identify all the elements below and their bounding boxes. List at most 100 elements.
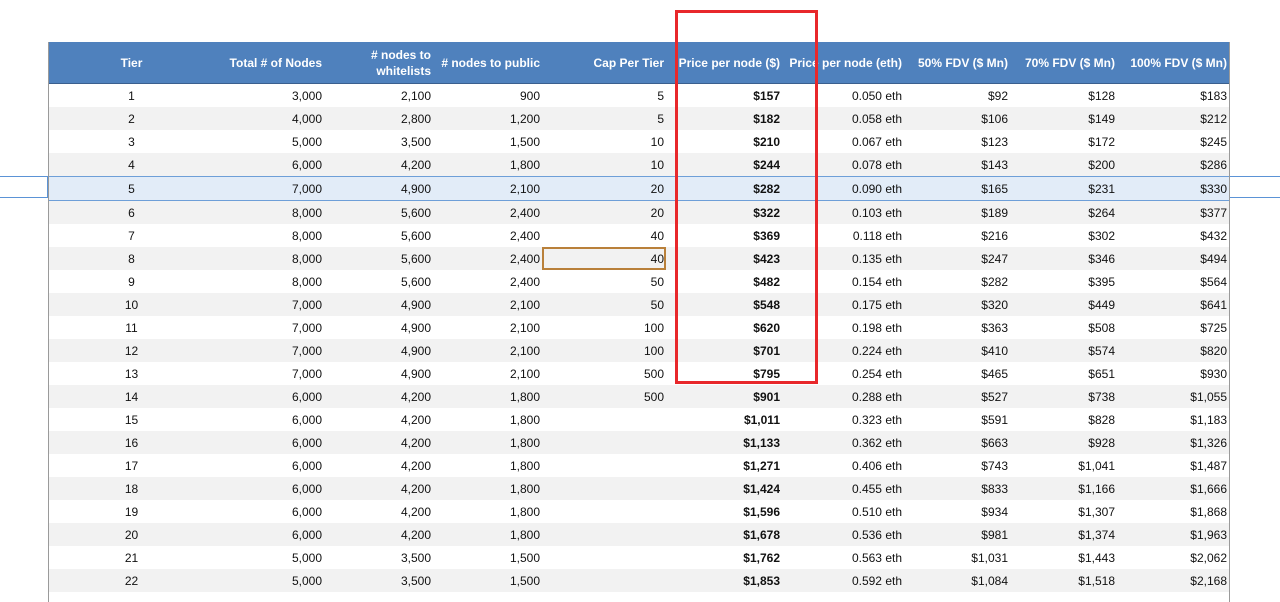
cell-fdv100[interactable]: $377: [1117, 200, 1229, 224]
cell-fdv50[interactable]: $934: [981, 504, 1008, 519]
cell-nodes-public[interactable]: 2,100: [433, 176, 542, 201]
cell-total-nodes[interactable]: 6,000: [291, 412, 322, 427]
cell-tier[interactable]: 3: [128, 134, 135, 149]
cell-cap-per-tier[interactable]: 50: [650, 274, 664, 289]
cell-tier[interactable]: 11: [125, 320, 138, 335]
cell-fdv70[interactable]: $1,041: [1078, 458, 1115, 473]
cell-price-eth[interactable]: 0.090 eth: [782, 176, 904, 201]
cell-total-nodes[interactable]: 4,000: [214, 107, 324, 130]
cell-price-eth[interactable]: 0.592 eth: [782, 569, 904, 592]
cell-nodes-public[interactable]: 1,200: [433, 107, 542, 130]
cell-nodes-public[interactable]: 2,400: [509, 274, 540, 289]
cell-fdv100[interactable]: $245: [1200, 134, 1227, 149]
cell-tier[interactable]: 18: [49, 477, 214, 500]
cell-price-eth[interactable]: 0.254 eth: [851, 366, 902, 381]
cell-tier[interactable]: 6: [49, 200, 214, 224]
cell-nodes-whitelist[interactable]: 4,900: [324, 339, 433, 362]
cell-cap-per-tier[interactable]: 10: [650, 134, 664, 149]
cell-fdv50[interactable]: $743: [981, 458, 1008, 473]
cell-tier[interactable]: 17: [124, 458, 139, 473]
header-cap-per-tier[interactable]: Cap Per Tier: [542, 42, 666, 84]
cell-fdv100[interactable]: $286: [1117, 153, 1229, 177]
header-tier[interactable]: Tier: [49, 42, 214, 84]
cell-fdv70[interactable]: $651: [1088, 366, 1115, 381]
cell-price-eth[interactable]: 0.563 eth: [851, 550, 902, 565]
cell-total-nodes[interactable]: 5,000: [214, 569, 324, 592]
cell-fdv100[interactable]: $725: [1200, 320, 1227, 335]
cell-fdv70[interactable]: $346: [1010, 247, 1117, 270]
cell-fdv50[interactable]: $165: [904, 176, 1010, 201]
cell-price-eth[interactable]: 0.103 eth: [782, 200, 904, 224]
cell-nodes-whitelist[interactable]: 4,900: [324, 293, 433, 316]
cell-fdv50[interactable]: $216: [981, 228, 1008, 243]
cell-fdv70[interactable]: $508: [1088, 320, 1115, 335]
cell-tier[interactable]: 1: [128, 88, 135, 103]
cell-nodes-whitelist[interactable]: 5,600: [324, 247, 433, 270]
cell-total-nodes[interactable]: 5,000: [291, 550, 322, 565]
cell-price-eth[interactable]: 0.067 eth: [851, 134, 902, 149]
cell-tier[interactable]: 4: [49, 153, 214, 177]
cell-fdv100[interactable]: $820: [1117, 339, 1229, 362]
cell-price-usd[interactable]: $210: [753, 134, 780, 149]
active-cell[interactable]: 40: [542, 247, 666, 270]
cell-nodes-whitelist[interactable]: 5,600: [324, 200, 433, 224]
cell-total-nodes[interactable]: 7,000: [291, 366, 322, 381]
cell-tier[interactable]: 2: [49, 107, 214, 130]
cell-price-usd[interactable]: $1,424: [666, 477, 782, 500]
cell-cap-per-tier[interactable]: [542, 454, 666, 477]
cell-nodes-public[interactable]: 1,500: [433, 569, 542, 592]
cell-cap-per-tier[interactable]: 20: [542, 200, 666, 224]
cell-price-usd[interactable]: $322: [666, 200, 782, 224]
cell-fdv100[interactable]: $1,183: [1190, 412, 1227, 427]
cell-fdv50[interactable]: $363: [981, 320, 1008, 335]
cell-price-usd[interactable]: $1,133: [666, 431, 782, 454]
cell-fdv70[interactable]: $200: [1010, 153, 1117, 177]
cell-nodes-whitelist[interactable]: 4,200: [400, 504, 431, 519]
cell-price-eth[interactable]: 0.078 eth: [782, 153, 904, 177]
cell-cap-per-tier[interactable]: 50: [542, 293, 666, 316]
cell-fdv50[interactable]: $320: [904, 293, 1010, 316]
cell-nodes-public[interactable]: 1,800: [433, 523, 542, 546]
cell-nodes-whitelist[interactable]: 3,500: [324, 569, 433, 592]
cell-fdv70[interactable]: $302: [1088, 228, 1115, 243]
header-price-eth[interactable]: Price per node (eth): [782, 42, 904, 84]
cell-cap-per-tier[interactable]: [542, 523, 666, 546]
cell-fdv100[interactable]: $930: [1200, 366, 1227, 381]
header-fdv100[interactable]: 100% FDV ($ Mn): [1117, 42, 1229, 84]
cell-fdv100[interactable]: $2,168: [1117, 569, 1229, 592]
cell-fdv70[interactable]: $149: [1010, 107, 1117, 130]
cell-tier[interactable]: 12: [49, 339, 214, 362]
cell-cap-per-tier[interactable]: [542, 477, 666, 500]
cell-total-nodes[interactable]: 6,000: [291, 458, 322, 473]
cell-cap-per-tier[interactable]: 5: [657, 88, 664, 103]
cell-fdv100[interactable]: $212: [1117, 107, 1229, 130]
cell-fdv70[interactable]: $172: [1088, 134, 1115, 149]
cell-fdv50[interactable]: $247: [904, 247, 1010, 270]
cell-tier[interactable]: 9: [128, 274, 135, 289]
cell-price-eth[interactable]: 0.058 eth: [782, 107, 904, 130]
cell-cap-per-tier[interactable]: 100: [542, 339, 666, 362]
cell-price-usd[interactable]: $282: [666, 176, 782, 201]
cell-price-usd[interactable]: $1,678: [666, 523, 782, 546]
cell-fdv100[interactable]: $183: [1200, 88, 1227, 103]
cell-cap-per-tier[interactable]: 10: [542, 153, 666, 177]
cell-tier[interactable]: 7: [128, 228, 135, 243]
cell-fdv70[interactable]: $574: [1010, 339, 1117, 362]
cell-total-nodes[interactable]: 6,000: [214, 523, 324, 546]
cell-nodes-public[interactable]: 2,400: [433, 200, 542, 224]
cell-price-eth[interactable]: 0.224 eth: [782, 339, 904, 362]
cell-fdv50[interactable]: $282: [981, 274, 1008, 289]
cell-total-nodes[interactable]: 7,000: [214, 176, 324, 201]
cell-fdv70[interactable]: $1,307: [1078, 504, 1115, 519]
cell-nodes-public[interactable]: 900: [519, 88, 540, 103]
cell-nodes-public[interactable]: 1,800: [509, 458, 540, 473]
cell-cap-per-tier[interactable]: 100: [643, 320, 664, 335]
cell-price-usd[interactable]: $423: [666, 247, 782, 270]
cell-price-usd[interactable]: $620: [753, 320, 780, 335]
cell-price-usd[interactable]: $157: [753, 88, 780, 103]
cell-nodes-whitelist[interactable]: 4,200: [324, 431, 433, 454]
header-total-nodes[interactable]: Total # of Nodes: [214, 42, 324, 84]
cell-nodes-whitelist[interactable]: 2,800: [324, 107, 433, 130]
cell-cap-per-tier[interactable]: 40: [650, 228, 664, 243]
cell-fdv100[interactable]: $641: [1117, 293, 1229, 316]
